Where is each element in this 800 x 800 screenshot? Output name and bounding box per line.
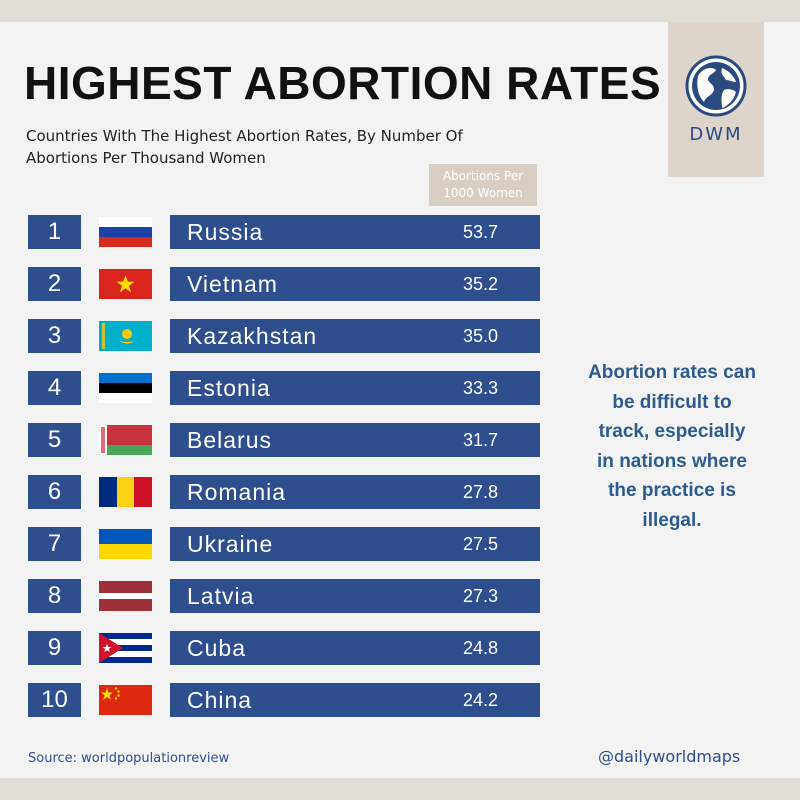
table-row: 10 China 24.2	[0, 683, 560, 717]
rank-badge: 4	[28, 371, 81, 405]
column-header: Abortions Per 1000 Women	[429, 164, 537, 206]
side-note-line: Abortion rates can	[588, 362, 756, 383]
country-name: Russia	[187, 219, 264, 245]
table-row: 4 Estonia 33.3	[0, 371, 560, 405]
rank-badge: 5	[28, 423, 81, 457]
rate-value: 33.3	[463, 378, 499, 398]
country-bar: Russia 53.7	[170, 215, 540, 249]
rate-value: 53.7	[463, 222, 499, 242]
belarus-flag-icon	[99, 425, 152, 455]
rank-badge: 9	[28, 631, 81, 665]
estonia-flag-icon	[99, 373, 152, 403]
rate-value: 24.2	[463, 690, 499, 710]
rate-value: 31.7	[463, 430, 499, 450]
side-note-line: the practice is	[608, 480, 736, 501]
rank-badge: 6	[28, 475, 81, 509]
rate-value: 27.5	[463, 534, 499, 554]
rank-badge: 1	[28, 215, 81, 249]
country-bar: Romania 27.8	[170, 475, 540, 509]
table-row: 1 Russia 53.7	[0, 215, 560, 249]
logo-text: DWM	[689, 124, 743, 145]
side-note-line: track, especially	[598, 421, 746, 442]
country-bar: Cuba 24.8	[170, 631, 540, 665]
cuba-flag-icon	[99, 633, 152, 663]
rate-value: 35.2	[463, 274, 499, 294]
table-row: 2 Vietnam 35.2	[0, 267, 560, 301]
country-bar: Estonia 33.3	[170, 371, 540, 405]
source-credit: Source: worldpopulationreview	[28, 751, 230, 766]
rank-badge: 3	[28, 319, 81, 353]
country-name: Romania	[187, 479, 287, 505]
table-row: 3 Kazakhstan 35.0	[0, 319, 560, 353]
rate-value: 27.3	[463, 586, 499, 606]
country-bar: Kazakhstan 35.0	[170, 319, 540, 353]
country-name: Cuba	[187, 635, 246, 661]
column-header-line-2: 1000 Women	[443, 186, 523, 200]
rank-badge: 2	[28, 267, 81, 301]
country-bar: Belarus 31.7	[170, 423, 540, 457]
side-note-line: in nations where	[597, 450, 747, 472]
latvia-flag-icon	[99, 581, 152, 611]
country-name: Latvia	[187, 583, 255, 609]
romania-flag-icon	[99, 477, 152, 507]
rate-value: 24.8	[463, 638, 499, 658]
column-header-line-1: Abortions Per	[442, 169, 524, 183]
country-name: Kazakhstan	[187, 323, 318, 349]
infographic-card: HIGHEST ABORTION RATES Countries With Th…	[0, 22, 800, 778]
table-row: 5 Belarus 31.7	[0, 423, 560, 457]
side-note-line: be difficult to	[612, 391, 732, 413]
table-row: 6 Romania 27.8	[0, 475, 560, 509]
logo: DWM	[668, 22, 764, 177]
social-handle: @dailyworldmaps	[598, 747, 741, 766]
side-note: Abortion rates can be difficult to track…	[572, 358, 772, 535]
globe-icon	[685, 55, 747, 117]
country-bar: China 24.2	[170, 683, 540, 717]
country-name: Vietnam	[187, 271, 278, 297]
country-bar: Ukraine 27.5	[170, 527, 540, 561]
table-row: 7 Ukraine 27.5	[0, 527, 560, 561]
rate-value: 35.0	[463, 326, 499, 346]
vietnam-flag-icon	[99, 269, 152, 299]
page-title: HIGHEST ABORTION RATES	[24, 57, 662, 109]
russia-flag-icon	[99, 217, 152, 247]
subtitle-line-2: Abortions Per Thousand Women	[26, 149, 266, 167]
country-name: Ukraine	[187, 531, 274, 557]
table-row: 8 Latvia 27.3	[0, 579, 560, 613]
rate-value: 27.8	[463, 482, 499, 502]
country-name: Belarus	[187, 427, 272, 453]
page-subtitle: Countries With The Highest Abortion Rate…	[26, 125, 506, 169]
rank-badge: 8	[28, 579, 81, 613]
country-name: China	[187, 687, 253, 713]
country-bar: Latvia 27.3	[170, 579, 540, 613]
rank-badge: 10	[28, 683, 81, 717]
country-bar: Vietnam 35.2	[170, 267, 540, 301]
ukraine-flag-icon	[99, 529, 152, 559]
china-flag-icon	[99, 685, 152, 715]
rank-badge: 7	[28, 527, 81, 561]
subtitle-line-1: Countries With The Highest Abortion Rate…	[26, 127, 463, 145]
kazakhstan-flag-icon	[99, 321, 152, 351]
country-name: Estonia	[187, 375, 271, 401]
side-note-line: illegal.	[642, 509, 702, 531]
table-row: 9 Cuba 24.8	[0, 631, 560, 665]
